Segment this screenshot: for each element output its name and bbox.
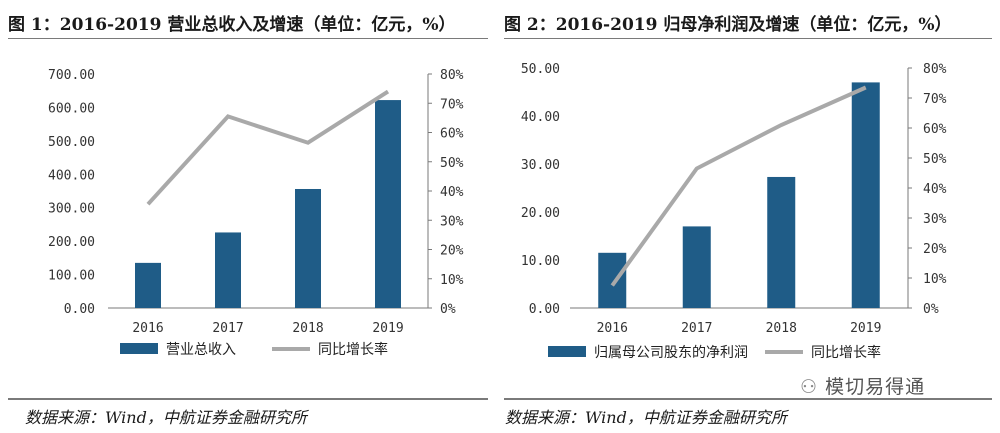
figure-1-title-rule xyxy=(8,38,488,39)
y-left-tick-label: 100.00 xyxy=(48,269,95,284)
x-tick-label: 2017 xyxy=(212,321,243,336)
y-left-tick-label: 700.00 xyxy=(48,68,95,83)
y-right-tick-label: 0% xyxy=(440,302,456,317)
y-right-tick-label: 60% xyxy=(923,122,947,137)
y-left-tick-label: 0.00 xyxy=(529,302,560,317)
y-right-tick-label: 60% xyxy=(440,127,464,142)
legend-bar-label: 营业总收入 xyxy=(166,342,236,358)
x-tick-label: 2016 xyxy=(597,321,628,336)
bar-2018 xyxy=(295,188,321,308)
legend-bar-label: 归属母公司股东的净利润 xyxy=(594,344,748,361)
watermark: ⚇ 模切易得通 xyxy=(800,372,925,399)
bar-2019 xyxy=(375,100,401,309)
chart-revenue: 0.00 100.00 200.00 300.00 400.00 500.00 600.00… xyxy=(48,68,464,358)
figure-1-title: 图 1：2016-2019 营业总收入及增速（单位：亿元，%） xyxy=(8,15,456,35)
bar-2016 xyxy=(135,262,161,308)
y-right-tick-label: 50% xyxy=(923,152,947,167)
growth-rate-line xyxy=(610,85,867,287)
y-right-tick-label: 20% xyxy=(923,242,947,257)
x-tick-label: 2019 xyxy=(372,321,403,336)
legend-bar-swatch xyxy=(120,343,158,354)
y-left-tick-label: 50.00 xyxy=(521,62,560,77)
y-right-tick-label: 80% xyxy=(440,68,464,83)
y-right-tick-label: 10% xyxy=(440,273,464,288)
y-right-tick-label: 10% xyxy=(923,272,947,287)
wechat-icon: ⚇ xyxy=(800,376,826,398)
y-right-tick-label: 70% xyxy=(923,92,947,107)
bar-2019 xyxy=(851,82,880,309)
y-left-tick-label: 0.00 xyxy=(64,302,95,317)
y-left-tick-label: 400.00 xyxy=(48,168,95,183)
y-left-tick-label: 20.00 xyxy=(521,206,560,221)
figure-1-source: 数据来源：Wind，中航证券金融研究所 xyxy=(25,408,307,427)
bar-2017 xyxy=(215,232,241,308)
growth-rate-line xyxy=(146,89,390,206)
x-tick-label: 2019 xyxy=(850,321,881,336)
y-left-tick-label: 500.00 xyxy=(48,135,95,150)
y-left-tick-label: 200.00 xyxy=(48,235,95,250)
y-right-tick-label: 40% xyxy=(923,182,947,197)
x-tick-label: 2018 xyxy=(766,321,797,336)
x-tick-label: 2016 xyxy=(132,321,163,336)
bar-2018 xyxy=(767,176,796,308)
y-right-tick-label: 50% xyxy=(440,156,464,171)
figure-2-title: 图 2：2016-2019 归母净利润及增速（单位：亿元，%） xyxy=(504,15,952,35)
y-left-tick-label: 300.00 xyxy=(48,202,95,217)
chart-net-profit: 0.00 10.00 20.00 30.00 40.00 50.00 0% 10% 20% 30%… xyxy=(521,62,947,361)
x-tick-label: 2017 xyxy=(681,321,712,336)
figure-2-source-rule xyxy=(504,398,992,400)
bar-2016 xyxy=(598,252,627,308)
y-right-tick-label: 20% xyxy=(440,244,464,259)
y-right-tick-label: 70% xyxy=(440,97,464,112)
y-right-tick-label: 40% xyxy=(440,185,464,200)
figure-1-source-rule xyxy=(8,398,488,400)
y-left-tick-label: 10.00 xyxy=(521,254,560,269)
figure-2-title-rule xyxy=(504,38,992,39)
y-right-tick-label: 0% xyxy=(923,302,939,317)
y-left-tick-label: 600.00 xyxy=(48,101,95,116)
x-tick-label: 2018 xyxy=(292,321,323,336)
legend-bar-swatch xyxy=(548,346,586,357)
figure-2-source: 数据来源：Wind，中航证券金融研究所 xyxy=(505,408,787,427)
legend-line-label: 同比增长率 xyxy=(318,341,388,358)
y-right-tick-label: 80% xyxy=(923,62,947,77)
legend-line-label: 同比增长率 xyxy=(811,344,881,361)
y-left-tick-label: 30.00 xyxy=(521,158,560,173)
y-right-tick-label: 30% xyxy=(923,212,947,227)
bar-2017 xyxy=(682,226,711,308)
y-right-tick-label: 30% xyxy=(440,214,464,229)
y-left-tick-label: 40.00 xyxy=(521,110,560,125)
watermark-text: 模切易得通 xyxy=(825,376,926,398)
